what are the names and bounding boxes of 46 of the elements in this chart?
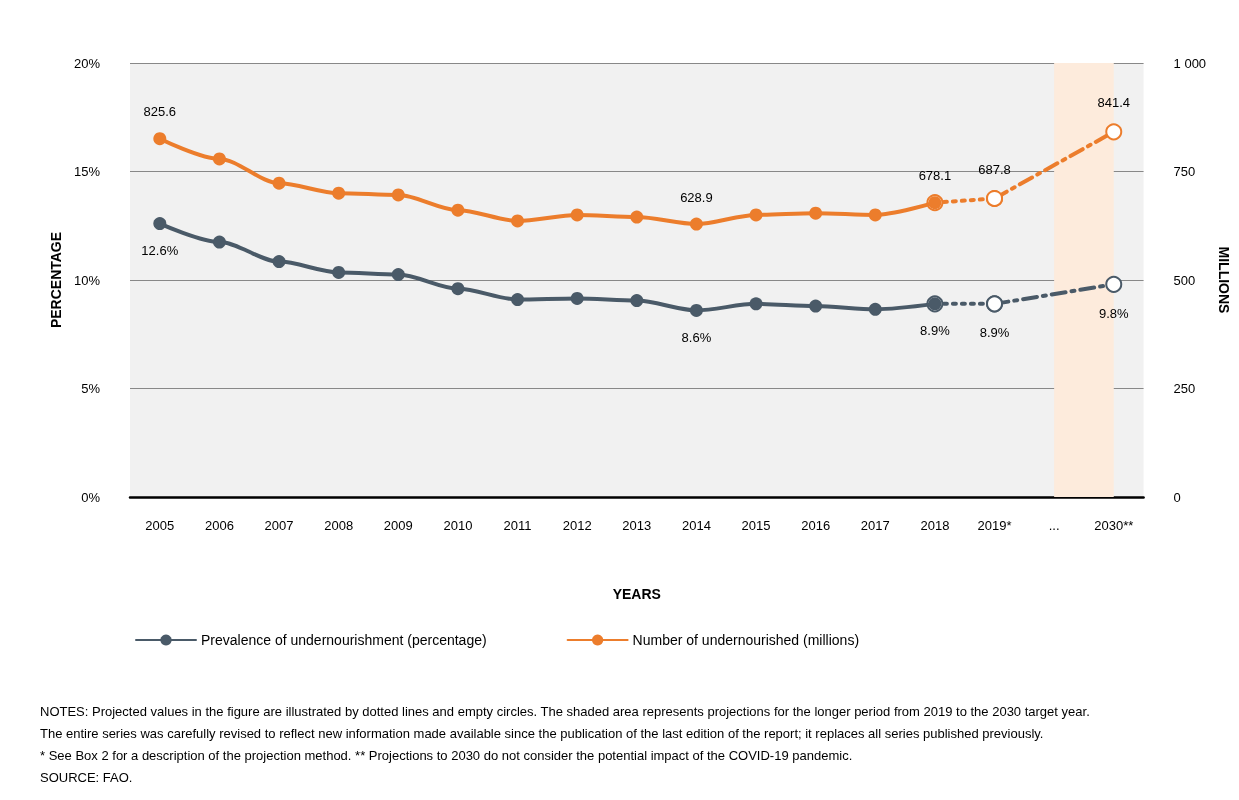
x-tick-label: ... (1048, 518, 1060, 533)
x-tick-label: 2016 (801, 518, 831, 533)
x-tick-label: 2030** (1094, 518, 1134, 533)
x-tick-label: 2012 (562, 518, 592, 533)
data-label: 687.8 (978, 161, 1011, 177)
x-tick-label: 2007 (264, 518, 294, 533)
y-tick-label: 20% (73, 55, 101, 71)
data-label: 9.8% (1098, 305, 1130, 321)
x-tick-label: 2015 (741, 518, 771, 533)
x-tick-label: 2013 (622, 518, 652, 533)
legend-label: Number of undernourished (millions) (632, 632, 860, 648)
data-label: 841.4 (1097, 95, 1131, 111)
text: The entire series was carefully revised to reflect new information made available since the publication of the last edition of the report; it replaces all series published previously. (40, 726, 1044, 741)
x-tick-label: 2008 (324, 518, 354, 533)
y2-tick-label: 750 (1173, 164, 1196, 179)
data-label: 8.6% (681, 329, 712, 345)
x-tick-label: 2010 (443, 518, 473, 533)
y2-tick-label: 250 (1173, 381, 1196, 396)
x-tick-label: 2009 (383, 518, 413, 533)
text: * See Box 2 for a description of the projection method. ** Projections to 2030 do not consider the potential impact of the COVID-19 pandemic. (40, 748, 853, 763)
y2-tick-label: 1 000 (1173, 55, 1207, 71)
x-tick-label: 2005 (145, 518, 175, 533)
x-tick-label: 2018 (920, 518, 950, 533)
data-label: 825.6 (143, 104, 177, 120)
x-tick-label: 2011 (503, 518, 532, 533)
x-tick-label: 2019* (977, 518, 1012, 533)
x-axis-title: YEARS (612, 586, 661, 602)
y2-tick-label: 0 (1173, 489, 1181, 505)
y-tick-label: 10% (73, 272, 101, 288)
y-tick-label: 5% (81, 381, 101, 396)
legend-label: Prevalence of undernourishment (percentage) (201, 632, 487, 648)
y2-axis-title: MILLIONS (1216, 246, 1232, 314)
data-label: 8.9% (979, 325, 1010, 341)
source-note: SOURCE: FAO. (40, 770, 133, 785)
x-tick-label: 2014 (681, 518, 711, 533)
data-label: 628.9 (680, 189, 713, 205)
y2-tick-label: 500 (1173, 272, 1196, 288)
text: NOTES: Projected values in the figure are illustrated by dotted lines and empty circles. The shaded area represents projections for the longer period from 2019 to the 2030 target year. (40, 704, 1090, 719)
x-tick-label: 2017 (860, 518, 890, 533)
y-tick-label: 0% (81, 489, 101, 505)
data-label: 678.1 (918, 168, 952, 184)
data-label: 8.9% (920, 323, 951, 339)
x-tick-label: 2006 (204, 518, 234, 533)
data-label: 12.6% (141, 243, 179, 259)
y-tick-label: 15% (73, 164, 101, 179)
y-axis-title: PERCENTAGE (48, 231, 65, 329)
